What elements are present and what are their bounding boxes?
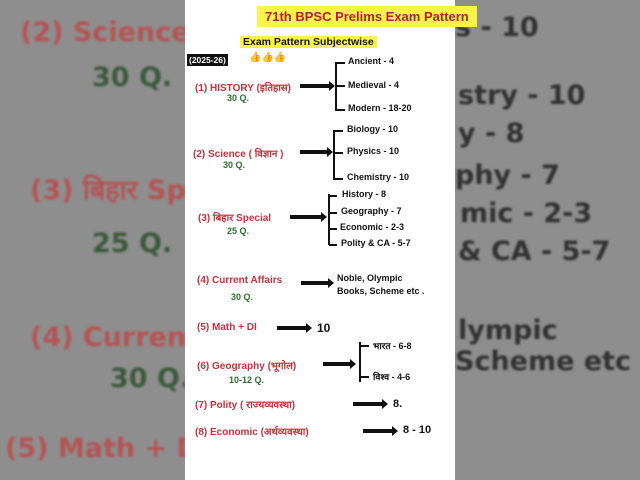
- year-badge: (2025-26): [187, 54, 228, 66]
- arrow-icon: [300, 81, 335, 91]
- arrow-icon: [353, 399, 388, 409]
- bg-text: (3) बिहार Spec: [30, 175, 185, 206]
- sub-item: Biology - 10: [347, 124, 399, 134]
- sub-item: 8 - 10: [403, 424, 432, 436]
- question-count: 30 Q.: [227, 93, 250, 103]
- bg-text: stry - 10: [458, 80, 586, 111]
- bg-text: 30 Q.: [110, 363, 185, 394]
- sub-item: Noble, Olympic: [337, 273, 403, 283]
- sub-item: Medieval - 4: [348, 80, 400, 90]
- sub-item: Ancient - 4: [348, 56, 395, 66]
- subject-geography: (6) Geography (भूगोल): [197, 361, 297, 372]
- sub-item: 8.: [393, 398, 403, 410]
- sub-item: Physics - 10: [347, 146, 400, 156]
- subject-current-affairs: (4) Current Affairs: [197, 275, 283, 286]
- background-left: (2) Science ( वि 30 Q. (3) बिहार Spec 25…: [0, 0, 185, 480]
- bg-text: (4) Current A: [30, 322, 185, 353]
- sub-item: Modern - 18-20: [348, 103, 412, 113]
- page-title: 71th BPSC Prelims Exam Pattern: [257, 6, 477, 27]
- sub-item: भारत - 6-8: [373, 341, 412, 351]
- subject-math-di: (5) Math + DI: [197, 322, 257, 333]
- question-count: 10-12 Q.: [229, 375, 265, 385]
- question-count: 30 Q.: [223, 160, 246, 170]
- sub-item: विश्व - 4-6: [373, 372, 411, 382]
- bg-text: (5) Math + DI: [5, 433, 185, 464]
- subject-history: (1) HISTORY (इतिहास): [195, 83, 292, 94]
- question-count: 25 Q.: [227, 226, 250, 236]
- subject-economic: (8) Economic (अर्थव्यवस्था): [195, 427, 309, 438]
- arrow-icon: [323, 359, 356, 369]
- arrow-icon: [301, 278, 334, 288]
- bg-text: lympic: [458, 315, 558, 346]
- subject-polity: (7) Polity ( राज्यव्यवस्था): [195, 400, 296, 411]
- bg-text: y - 8: [458, 118, 525, 149]
- bg-text: mic - 2-3: [460, 198, 593, 229]
- subject-science: (2) Science ( विज्ञान ): [193, 149, 284, 160]
- thumbs-up-icon: 👍👍👍: [249, 52, 287, 63]
- sub-item: Geography - 7: [341, 206, 402, 216]
- sub-item: Books, Scheme etc .: [337, 286, 425, 296]
- bg-text: phy - 7: [455, 160, 560, 191]
- subject-bihar-special: (3) बिहार Special: [198, 213, 272, 224]
- sub-item: Chemistry - 10: [347, 172, 410, 182]
- arrow-icon: [277, 323, 312, 333]
- bg-text: 30 Q.: [92, 62, 173, 93]
- bg-text: & CA - 5-7: [458, 236, 611, 267]
- sub-item: History - 8: [342, 189, 387, 199]
- sub-item: Polity & CA - 5-7: [341, 238, 411, 248]
- bg-text: Scheme etc .: [455, 346, 640, 377]
- bg-text: (2) Science ( वि: [20, 17, 185, 48]
- background-right: s - 10 stry - 10 y - 8 phy - 7 mic - 2-3…: [455, 0, 640, 480]
- question-count: 30 Q.: [231, 292, 254, 302]
- exam-pattern-card: 71th BPSC Prelims Exam Pattern Exam Patt…: [185, 0, 477, 480]
- subtitle: Exam Pattern Subjectwise: [240, 36, 377, 48]
- arrow-icon: [300, 147, 333, 157]
- sub-item: 10: [317, 321, 331, 335]
- arrow-icon: [363, 426, 398, 436]
- bg-text: 25 Q.: [92, 228, 173, 259]
- sub-item: Economic - 2-3: [340, 222, 405, 232]
- arrow-icon: [290, 212, 327, 222]
